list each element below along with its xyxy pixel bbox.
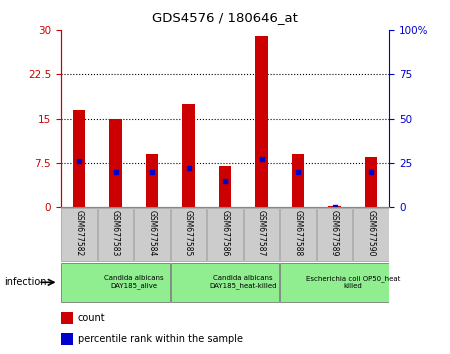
Bar [364,157,378,207]
Text: GSM677586: GSM677586 [220,210,230,257]
Point [148,169,156,175]
Bar [207,208,243,261]
Bar [146,154,158,207]
Bar [109,119,122,207]
Bar [280,208,316,261]
Text: GDS4576 / 180646_at: GDS4576 / 180646_at [152,11,298,24]
Text: Escherichia coli OP50_heat
killed: Escherichia coli OP50_heat killed [306,275,400,289]
Bar [72,110,86,207]
Bar [61,333,73,346]
Point [185,165,192,171]
Bar [292,154,304,207]
Text: GSM677589: GSM677589 [330,210,339,257]
Bar [280,263,389,302]
Bar [182,104,195,207]
Bar [353,208,389,261]
Bar [317,208,352,261]
Point [331,204,338,210]
Point [258,156,265,162]
Point [112,169,119,175]
Bar [328,206,341,207]
Text: Candida albicans
DAY185_heat-killed: Candida albicans DAY185_heat-killed [210,275,277,289]
Text: count: count [78,313,106,323]
Bar [134,208,170,261]
Bar [219,166,231,207]
Text: GSM677590: GSM677590 [366,210,375,257]
Bar [255,36,268,207]
Bar [61,312,73,324]
Bar [98,208,133,261]
Point [221,178,229,183]
Text: GSM677587: GSM677587 [257,210,266,257]
Bar [171,263,279,302]
Point [367,169,374,175]
Text: GSM677585: GSM677585 [184,210,193,257]
Text: infection: infection [4,277,47,287]
Point [294,169,302,175]
Bar [171,208,207,261]
Text: Candida albicans
DAY185_alive: Candida albicans DAY185_alive [104,275,163,289]
Bar [61,208,97,261]
Text: GSM677588: GSM677588 [293,210,302,257]
Bar [243,208,279,261]
Text: GSM677582: GSM677582 [75,210,84,257]
Text: GSM677583: GSM677583 [111,210,120,257]
Bar [61,263,170,302]
Text: GSM677584: GSM677584 [148,210,157,257]
Point [76,158,83,164]
Text: percentile rank within the sample: percentile rank within the sample [78,335,243,344]
